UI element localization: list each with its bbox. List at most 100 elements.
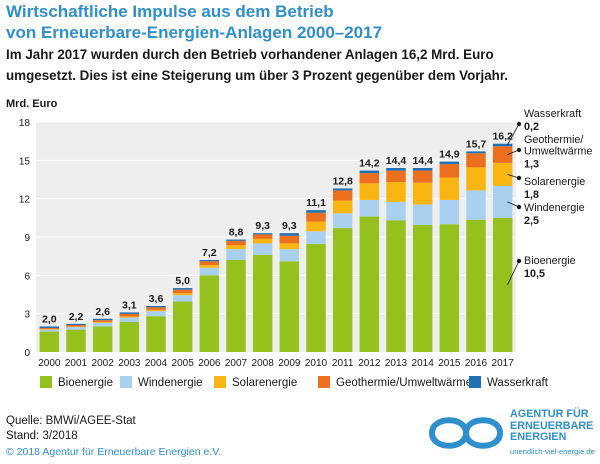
bar-segment <box>199 267 220 276</box>
legend-swatch <box>40 376 52 388</box>
bar-segment <box>92 320 113 323</box>
bar-segment <box>172 301 193 352</box>
annotation-value: 1,8 <box>524 189 539 201</box>
bar-segment <box>39 329 60 332</box>
bar-segment <box>172 293 193 296</box>
legend-item: Geothermie/Umweltwärme <box>318 376 472 390</box>
legend-item: Bioenergie <box>40 376 113 390</box>
bar-segment <box>492 143 513 147</box>
bar-segment <box>252 233 273 235</box>
chart-title-line-2: von Erneuerbare-Energien-Anlagen 2000–20… <box>6 23 383 42</box>
chart-title-line-1: Wirtschaftliche Impulse aus dem Betrieb <box>6 2 334 21</box>
x-tick-label: 2016 <box>465 358 488 369</box>
total-value-label: 2,2 <box>69 311 84 323</box>
total-value-label: 14,2 <box>359 158 380 170</box>
y-axis: 0 3 6 9 12 15 18 <box>19 118 31 359</box>
x-tick-label: 2017 <box>492 358 515 369</box>
annotation-value: 0,2 <box>524 121 539 133</box>
x-axis: 2000 2001 2002 2003 2004 2005 2006 2007 2008 2009… <box>38 358 514 369</box>
bar-segment <box>386 201 406 221</box>
bar-segment <box>146 309 166 312</box>
logo-wordmark: AGENTUR FÜR ERNEUERBARE ENERGIEN <box>510 408 593 444</box>
x-tick-label: 2002 <box>92 358 115 369</box>
bar-segment <box>39 327 60 330</box>
bar-segment <box>439 164 460 178</box>
x-tick-label: 2006 <box>198 358 221 369</box>
x-tick-label: 2012 <box>358 358 381 369</box>
bar-segment <box>39 326 60 328</box>
annotation-leader <box>507 123 520 146</box>
x-tick-label: 2000 <box>38 358 61 369</box>
legend-label: Geothermie/Umweltwärme <box>336 377 473 389</box>
chart-subtitle-line-1: Im Jahr 2017 wurden durch den Betrieb vo… <box>6 47 494 62</box>
y-tick-label: 9 <box>24 233 30 244</box>
bar-segment <box>146 316 166 352</box>
total-value-label: 3,6 <box>149 293 164 305</box>
bar-segment <box>306 244 326 352</box>
bar-segment <box>66 329 86 352</box>
bar-segment <box>119 317 140 322</box>
bar-segment <box>492 146 513 163</box>
bar-segment <box>332 200 353 214</box>
annotation-label: Geothermie/ <box>524 134 583 146</box>
x-tick-label: 2015 <box>438 358 461 369</box>
y-tick-label: 3 <box>24 310 30 321</box>
x-tick-label: 2007 <box>225 358 248 369</box>
bar-segment <box>412 182 433 205</box>
bar-segment <box>306 212 326 222</box>
bar-segment <box>466 219 486 352</box>
total-value-label: 2,6 <box>95 306 110 318</box>
bar-segment <box>332 228 353 352</box>
x-tick-label: 2009 <box>278 358 301 369</box>
y-tick-label: 15 <box>19 156 31 167</box>
legend-label: Wasserkraft <box>487 377 548 389</box>
annotation-value: 10,5 <box>524 268 545 280</box>
total-value-label: 12,8 <box>332 175 353 187</box>
bar-segment <box>92 322 113 323</box>
bar-segment <box>39 331 60 352</box>
annotation-label: Wasserkraft <box>524 108 581 120</box>
x-tick-label: 2014 <box>412 358 435 369</box>
bar-segment <box>412 170 433 183</box>
x-tick-label: 2011 <box>332 358 354 369</box>
bar-segment <box>359 173 380 184</box>
bar-segment <box>199 261 220 266</box>
bar-segment <box>172 288 193 290</box>
bar-segment <box>332 188 353 191</box>
y-tick-label: 18 <box>19 118 31 129</box>
bar-segment <box>252 243 273 255</box>
bar-segment <box>199 265 220 268</box>
legend-swatch <box>214 376 226 388</box>
total-value-label: 14,9 <box>439 149 460 161</box>
bar-segment <box>199 260 220 262</box>
bar-segment <box>92 326 113 352</box>
annotation-dot <box>516 147 522 153</box>
total-value-label: 9,3 <box>282 220 297 232</box>
bar-segment <box>119 312 140 314</box>
bar-segment <box>252 238 273 244</box>
date-note: Stand: 3/2018 <box>6 430 78 442</box>
legend-swatch <box>318 376 330 388</box>
total-value-label: 14,4 <box>412 155 433 167</box>
total-value-label: 15,7 <box>466 138 487 150</box>
bar-segment <box>66 325 86 327</box>
bar-segment <box>306 210 326 213</box>
logo-line-3: ENERGIEN <box>510 431 567 443</box>
bar-segment <box>119 316 140 318</box>
bar-segment <box>439 161 460 165</box>
bar-segment <box>226 249 246 260</box>
bar-segment <box>146 311 166 317</box>
bar-segment <box>226 239 246 241</box>
bar-segment <box>199 275 220 352</box>
logo-url: unendlich-viel-energie.de <box>510 447 595 456</box>
bar-segment <box>386 170 406 183</box>
bar-segment <box>279 243 300 250</box>
bar-segment <box>119 321 140 352</box>
annotation-leader <box>507 260 520 286</box>
bar-segment <box>466 167 486 191</box>
total-value-label: 5,0 <box>175 275 190 287</box>
bar-segment <box>359 170 380 174</box>
bar-segment <box>146 306 166 308</box>
bar-segment <box>226 245 246 250</box>
